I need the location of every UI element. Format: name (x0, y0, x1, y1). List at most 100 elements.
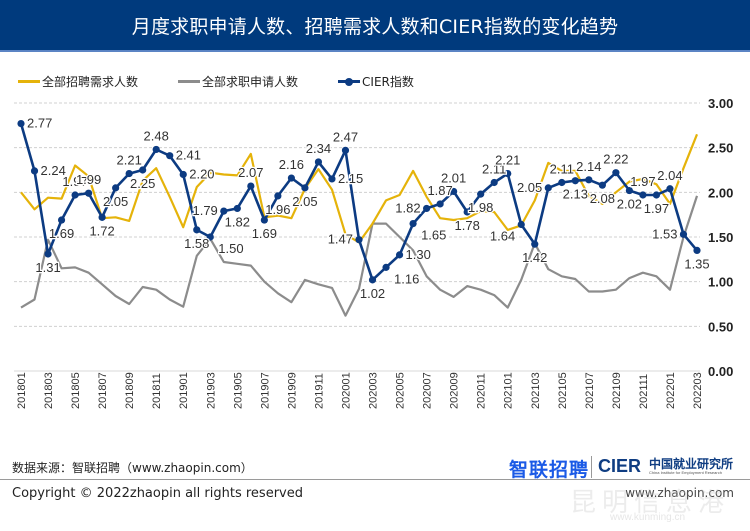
data-label: 2.11 (482, 162, 506, 177)
series-line-job-applicants (20, 195, 699, 317)
data-label: 2.05 (292, 194, 317, 209)
cier-point (57, 216, 66, 224)
data-label: 2.05 (517, 180, 542, 195)
data-label: 2.41 (176, 148, 201, 163)
cier-point (625, 186, 634, 195)
data-label: 1.96 (265, 202, 290, 217)
cier-point (490, 178, 498, 187)
data-label: 1.97 (630, 174, 655, 189)
y-tick-label: 1.00 (708, 275, 733, 290)
y-tick-label: 0.00 (708, 364, 733, 379)
data-source-note: 数据来源：智联招聘（www.zhaopin.com） (12, 461, 253, 475)
cier-point (44, 250, 52, 258)
watermark-url: www.kunming.cn (610, 512, 686, 523)
data-label: 2.34 (306, 141, 331, 156)
data-label: 1.97 (62, 174, 87, 189)
data-label: 1.82 (395, 200, 420, 215)
y-tick-label: 2.00 (708, 185, 733, 200)
cier-point (139, 166, 147, 174)
x-tick-label: 202109 (611, 372, 623, 409)
x-tick-label: 202011 (476, 373, 488, 409)
x-tick-label: 201911 (313, 373, 325, 409)
cier-logo: CIER (598, 456, 642, 476)
cier-point (301, 184, 309, 192)
data-label: 2.24 (41, 163, 66, 178)
x-tick-label: 202005 (395, 372, 407, 409)
cier-point (558, 178, 566, 187)
cier-logo-english: China Institute for Employment Research (649, 470, 722, 475)
data-label: 2.22 (603, 152, 628, 167)
x-tick-label: 202009 (449, 372, 461, 409)
data-label: 1.82 (225, 214, 250, 229)
cier-point (220, 207, 228, 215)
legend-marker-icon (345, 77, 354, 86)
x-tick-label: 201901 (178, 372, 190, 409)
watermark: 昆明信息港 (570, 488, 731, 518)
x-axis: 201801 201803 201805 201807 201809 201811 2019… (16, 372, 704, 409)
data-label: 2.16 (279, 157, 304, 172)
x-tick-label: 202103 (530, 372, 542, 409)
x-tick-label: 202101 (503, 372, 515, 409)
cier-markers (17, 119, 701, 284)
cier-point (463, 208, 471, 216)
data-label: 1.65 (421, 228, 446, 243)
copyright-text: Copyright © 2022zhaopin all rights reser… (12, 486, 303, 501)
cier-point (409, 220, 417, 228)
legend-swatch-cier-index (338, 77, 361, 86)
data-label: 1.98 (468, 200, 493, 215)
zhilian-logo: 智联招聘 (509, 459, 590, 481)
x-tick-label: 202001 (340, 372, 352, 409)
cier-point (693, 246, 701, 254)
cier-point (652, 191, 661, 199)
legend-swatch-recruitment-demand (18, 80, 40, 83)
x-tick-label: 201903 (205, 372, 217, 409)
cier-point (193, 226, 201, 234)
legend-label-recruitment-demand: 全部招聘需求人数 (42, 75, 139, 89)
data-label: 2.21 (117, 153, 142, 168)
website-link[interactable]: www.zhaopin.com (625, 486, 734, 500)
data-label: 1.69 (49, 226, 74, 241)
data-label: 2.05 (103, 194, 128, 209)
data-label: 1.47 (328, 232, 353, 247)
x-tick-label: 201909 (286, 372, 298, 409)
y-tick-label: 0.50 (708, 319, 733, 334)
data-label: 2.02 (617, 197, 642, 212)
cier-point (395, 251, 404, 259)
cier-point (17, 119, 25, 128)
x-tick-label: 202105 (557, 372, 569, 409)
x-tick-label: 202107 (584, 372, 596, 409)
cier-point (152, 145, 160, 154)
cier-point (247, 182, 255, 190)
data-label: 1.72 (89, 223, 114, 238)
cier-point (166, 152, 174, 160)
x-tick-label: 201907 (259, 372, 271, 409)
cier-point (341, 146, 350, 154)
cier-point (112, 184, 120, 192)
data-label: 2.21 (495, 153, 520, 168)
data-label: 1.53 (652, 226, 677, 241)
legend-item-recruitment-demand: 全部招聘需求人数 (18, 73, 138, 90)
data-label: 1.99 (76, 172, 101, 187)
legend-item-job-applicants: 全部求职申请人数 (178, 73, 298, 90)
cier-point (382, 263, 390, 271)
data-label: 1.97 (644, 201, 669, 216)
x-tick-label: 202111 (638, 374, 650, 409)
data-label: 2.47 (333, 129, 358, 144)
y-tick-label: 3.00 (708, 96, 733, 111)
data-label: 2.13 (563, 187, 588, 202)
cier-point (287, 174, 295, 182)
legend-item-cier-index: CIER指数 (338, 73, 414, 90)
legend: 全部招聘需求人数 全部求职申请人数 CIER指数 (18, 73, 454, 90)
data-label: 1.79 (192, 203, 217, 218)
cier-point (436, 200, 444, 208)
cier-point (598, 181, 606, 189)
x-tick-label: 202007 (422, 372, 434, 409)
cier-point (206, 233, 214, 241)
line-chart: 0.000.501.001.502.002.503.00 201801 20180… (14, 96, 733, 409)
cier-point (274, 192, 282, 200)
legend-label-job-applicants: 全部求职申请人数 (202, 75, 299, 89)
data-label: 1.87 (427, 183, 452, 198)
data-label: 2.48 (144, 128, 169, 143)
x-tick-label: 202201 (665, 372, 677, 409)
cier-point (531, 240, 539, 248)
